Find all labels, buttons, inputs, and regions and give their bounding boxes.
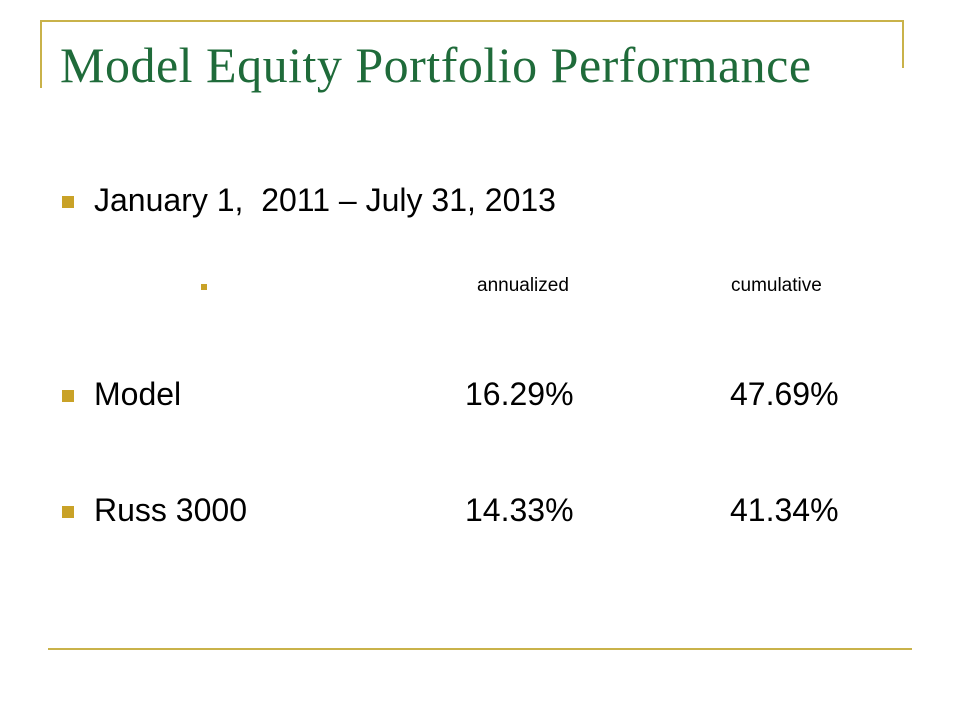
frame-top-line [40,20,904,22]
frame-right-line [902,20,904,68]
bullet-square-icon [62,196,74,208]
bullet-square-icon [62,390,74,402]
row-russ-3000-cumulative: 41.34% [730,492,839,528]
period-text: January 1, 2011 – July 31, 2013 [94,182,556,218]
slide-title: Model Equity Portfolio Performance [60,37,812,93]
frame-left-line [40,20,42,88]
column-header-annualized: annualized [477,275,569,296]
row-label-russ-3000: Russ 3000 [94,492,247,528]
sub-bullet-icon [201,284,207,290]
row-label-model: Model [94,376,182,412]
frame-bottom-line [48,648,912,650]
row-model-annualized: 16.29% [465,376,574,412]
row-model-cumulative: 47.69% [730,376,839,412]
row-russ-3000-annualized: 14.33% [465,492,574,528]
column-header-cumulative: cumulative [731,275,822,296]
bullet-square-icon [62,506,74,518]
